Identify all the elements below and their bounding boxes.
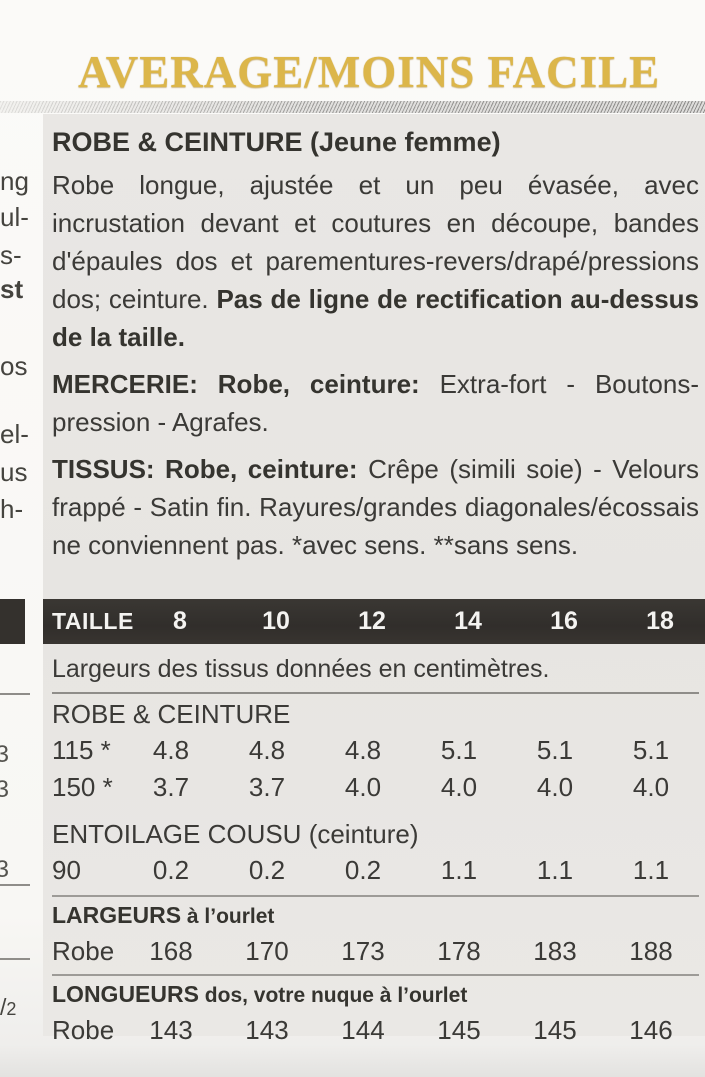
margin-rule-fragment [0, 693, 30, 695]
notions-paragraph: MERCERIE: Robe, ceinture: Extra-fort - B… [52, 369, 699, 437]
size-header-value: 8 [173, 607, 187, 635]
cell-value: 4.8 [344, 735, 382, 765]
margin-digit-fragment: 3 [0, 741, 9, 768]
description-block: ROBE & CEINTURE (Jeune femme) Robe longu… [52, 122, 699, 599]
row-label: Robe [52, 1015, 115, 1045]
section-title-suffix: (ceinture) [301, 819, 419, 849]
cell-value: 3.7 [248, 772, 286, 802]
cell-value: 183 [533, 936, 577, 966]
table-row: Robe 143 143 144 145 145 146 [52, 1012, 699, 1049]
table-rule [52, 692, 699, 694]
table-row: Robe 168 170 173 178 183 188 [52, 933, 699, 970]
table-section-title: LONGUEURS dos, votre nuque à l’ourlet [52, 978, 699, 1012]
size-header-value: 16 [550, 607, 578, 635]
cell-value: 5.1 [632, 735, 670, 765]
cell-value: 144 [341, 1015, 385, 1045]
table-rule [52, 974, 699, 976]
margin-half-fragment: /2 [0, 994, 16, 1021]
size-header-value: 10 [262, 607, 290, 635]
margin-rule-fragment [0, 958, 30, 960]
width-units-note: Largeurs des tissus données en centimètr… [52, 655, 550, 683]
margin-fragment: ng [0, 166, 29, 196]
cell-value: 173 [341, 936, 385, 966]
margin-digit-fragment: 3 [0, 776, 9, 803]
cell-value: 170 [245, 936, 289, 966]
table-section-title: ENTOILAGE COUSU (ceinture) [52, 816, 699, 852]
margin-fragment: ul- [0, 202, 29, 232]
description-paragraph: Robe longue, ajustée et un peu évasée, a… [52, 170, 699, 352]
cell-value: 3.7 [152, 772, 190, 802]
cell-value: 0.2 [344, 855, 382, 885]
margin-fragment: h- [0, 494, 24, 524]
cell-value: 4.8 [248, 735, 286, 765]
cell-value: 146 [629, 1015, 673, 1045]
margin-fragment: el- [0, 419, 29, 449]
cell-value: 4.0 [536, 772, 574, 802]
cell-value: 188 [629, 936, 673, 966]
cell-value: 145 [437, 1015, 481, 1045]
table-row: 150 * 3.7 3.7 4.0 4.0 4.0 4.0 [52, 769, 699, 806]
cell-value: 143 [245, 1015, 289, 1045]
size-header-value: 18 [646, 607, 674, 635]
table-row: 90 0.2 0.2 0.2 1.1 1.1 1.1 [52, 852, 699, 889]
cell-value: 4.8 [152, 735, 190, 765]
cell-value: 4.0 [632, 772, 670, 802]
section-title-suffix: à l’ourlet [181, 905, 275, 928]
margin-bar-fragment [0, 599, 25, 644]
cell-value: 1.1 [440, 855, 478, 885]
row-label: 115 * [52, 735, 111, 765]
halftone-divider [0, 101, 705, 113]
cell-value: 5.1 [440, 735, 478, 765]
cell-value: 4.0 [440, 772, 478, 802]
garment-title: ROBE & CEINTURE (Jeune femme) [52, 127, 501, 157]
row-label: 150 * [52, 772, 113, 802]
cell-value: 0.2 [152, 855, 190, 885]
cell-value: 5.1 [536, 735, 574, 765]
size-header-value: 12 [358, 607, 386, 635]
row-label: Robe [52, 936, 115, 966]
margin-digit-fragment: 3 [0, 856, 9, 883]
table-section-title: ROBE & CEINTURE [52, 696, 699, 732]
cell-value: 143 [149, 1015, 193, 1045]
table-section-title: LARGEURS à l’ourlet [52, 899, 699, 933]
section-title-text: LARGEURS [52, 902, 182, 928]
margin-rule-fragment [0, 884, 30, 886]
section-title-text: LONGUEURS [52, 981, 199, 1007]
table-row: 115 * 4.8 4.8 4.8 5.1 5.1 5.1 [52, 732, 699, 769]
size-header-bar: TAILLE 8 10 12 14 16 18 [43, 599, 705, 644]
cell-value: 1.1 [536, 855, 574, 885]
table-rule [52, 895, 699, 897]
half-slash: / [0, 994, 7, 1020]
row-label: 90 [52, 855, 81, 885]
margin-fragment: s- [0, 240, 22, 270]
half-two: 2 [6, 999, 17, 1019]
cell-value: 178 [437, 936, 481, 966]
margin-fragment: os [0, 351, 28, 381]
section-title-text: ENTOILAGE COUSU [52, 819, 302, 849]
margin-fragment: st [0, 274, 24, 304]
cell-value: 1.1 [632, 855, 670, 885]
size-header-label: TAILLE [52, 608, 134, 634]
cell-value: 0.2 [248, 855, 286, 885]
cell-value: 145 [533, 1015, 577, 1045]
margin-fragment: us [0, 457, 28, 487]
difficulty-banner: AVERAGE/MOINS FACILE [78, 47, 661, 97]
cell-value: 168 [149, 936, 193, 966]
size-header-value: 14 [454, 607, 482, 635]
section-title-suffix: dos, votre nuque à l’ourlet [198, 984, 468, 1007]
fabrics-paragraph: TISSUS: Robe, ceinture: Crêpe (simili so… [52, 454, 699, 560]
section-title-text: ROBE & CEINTURE [52, 699, 291, 729]
pattern-description-panel: ROBE & CEINTURE (Jeune femme) Robe longu… [43, 114, 705, 1045]
cell-value: 4.0 [344, 772, 382, 802]
